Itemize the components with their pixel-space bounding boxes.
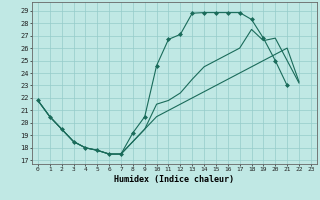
- X-axis label: Humidex (Indice chaleur): Humidex (Indice chaleur): [115, 175, 234, 184]
